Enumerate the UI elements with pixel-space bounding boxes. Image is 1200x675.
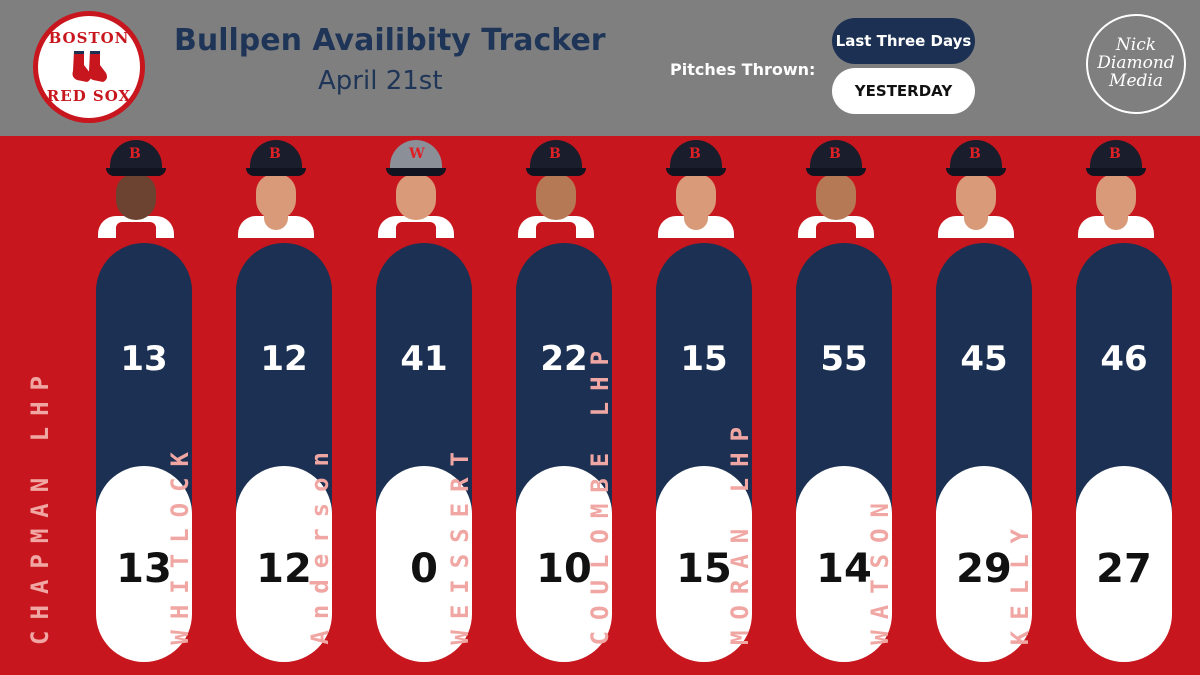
player-column: WATSON 45 29 B [866,136,1032,675]
watermark-line-3: Media [1109,70,1163,91]
last-three-days-value: 46 [1100,339,1148,379]
watermark-line-2: Diamond [1097,53,1175,74]
player-headshot: B [236,140,316,244]
player-name: Anderson [306,441,334,645]
yesterday-pill [1076,466,1172,662]
yesterday-pill [656,466,752,662]
logo-text-top: BOSTON [48,29,130,47]
player-column: CHAPMAN LHP 13 13 B [26,136,192,675]
cap-letter: B [269,146,281,162]
last-three-days-value: 55 [820,339,868,379]
cap-letter: B [829,146,841,162]
socks-icon [72,51,107,82]
player-name: WATSON [866,492,894,645]
pitches-thrown-label: Pitches Thrown: [670,60,816,79]
last-three-days-value: 15 [680,339,728,379]
last-three-days-value: 41 [400,339,448,379]
watermark-logo: Nick Diamond Media [1086,14,1186,114]
player-headshot: B [936,140,1016,244]
player-headshot: B [1076,140,1156,244]
player-column: KELLY 46 27 B [1006,136,1172,675]
yesterday-value: 29 [956,546,1012,592]
page-date: April 21st [318,66,443,96]
red-sox-logo: BOSTON RED SOX [33,11,145,123]
yesterday-value: 12 [256,546,312,592]
last-three-days-value: 13 [120,339,168,379]
legend-yesterday: YESTERDAY [832,68,975,114]
last-three-days-value: 12 [260,339,308,379]
yesterday-pill [936,466,1032,662]
player-headshot: B [96,140,176,244]
watermark-line-1: Nick [1115,35,1157,56]
yesterday-value: 10 [536,546,592,592]
player-name: COULOMBE LHP [586,339,614,645]
player-column: WEISSERT 22 10 B [446,136,612,675]
player-column: Anderson 41 0 W [306,136,472,675]
player-name: CHAPMAN LHP [26,365,54,645]
player-name: KELLY [1006,517,1034,645]
player-column: COULOMBE LHP 15 15 B [586,136,752,675]
cap-letter: W [409,146,425,162]
cap-letter: B [689,146,701,162]
yesterday-pill [236,466,332,662]
player-name: WHITLOCK [166,441,194,645]
player-name: WEISSERT [446,441,474,645]
yesterday-value: 27 [1096,546,1152,592]
yesterday-pill [796,466,892,662]
page-title: Bullpen Availibity Tracker [174,23,606,58]
cap-letter: B [1109,146,1121,162]
cap-letter: B [129,146,141,162]
cap-letter: B [549,146,561,162]
player-headshot: W [376,140,456,244]
yesterday-value: 0 [410,546,438,592]
last-three-days-value: 45 [960,339,1008,379]
yesterday-value: 14 [816,546,872,592]
player-name: MORAN LHP [726,415,754,645]
player-headshot: B [796,140,876,244]
header-bar: BOSTON RED SOX Bullpen Availibity Tracke… [0,0,1200,136]
yesterday-value: 13 [116,546,172,592]
yesterday-pill [376,466,472,662]
player-column: WHITLOCK 12 12 B [166,136,332,675]
last-three-days-value: 22 [540,339,588,379]
player-column: MORAN LHP 55 14 B [726,136,892,675]
yesterday-value: 15 [676,546,732,592]
logo-text-bottom: RED SOX [46,87,132,105]
yesterday-pill [516,466,612,662]
player-headshot: B [516,140,596,244]
yesterday-pill [96,466,192,662]
legend-last-three-days: Last Three Days [832,18,975,64]
cap-letter: B [969,146,981,162]
player-headshot: B [656,140,736,244]
player-grid: CHAPMAN LHP 13 13 B WHITLOCK 12 12 B And… [0,136,1200,675]
